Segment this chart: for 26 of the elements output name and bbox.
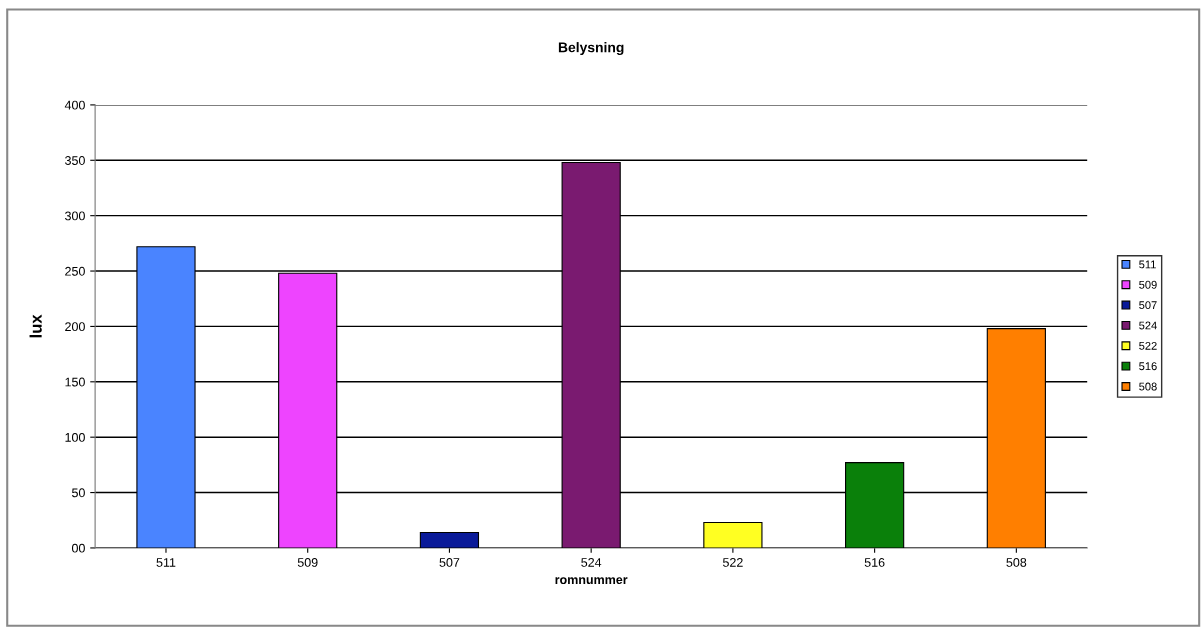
y-tick-label: 100: [65, 432, 85, 442]
y-axis-title: lux: [29, 314, 42, 338]
y-tick-label: 00: [71, 543, 85, 553]
legend-label: 522: [1139, 341, 1157, 350]
y-tick-label: 200: [65, 322, 85, 332]
x-tick-label: 524: [581, 558, 602, 567]
chart-title: Belysning: [558, 42, 624, 56]
y-tick-label: 300: [65, 211, 85, 221]
x-tick-label: 509: [297, 558, 318, 567]
x-tick-label: 516: [864, 558, 885, 567]
x-tick-label: 508: [1006, 558, 1027, 567]
legend-label: 508: [1139, 382, 1157, 391]
y-tick-label: 250: [65, 266, 85, 276]
x-axis-title: romnummer: [555, 577, 628, 585]
x-tick-label: 522: [722, 558, 743, 567]
y-tick-label: 350: [65, 156, 85, 165]
y-tick-label: 150: [65, 377, 85, 387]
y-tick-label: 50: [71, 488, 85, 498]
legend-label: 516: [1139, 362, 1157, 371]
x-tick-label: 507: [439, 558, 460, 567]
x-tick-label: 511: [156, 558, 176, 567]
legend-label: 509: [1139, 280, 1157, 289]
legend-label: 511: [1139, 260, 1156, 269]
legend-label: 507: [1139, 301, 1157, 310]
y-tick-label: 400: [64, 100, 85, 110]
legend-label: 524: [1139, 321, 1157, 330]
